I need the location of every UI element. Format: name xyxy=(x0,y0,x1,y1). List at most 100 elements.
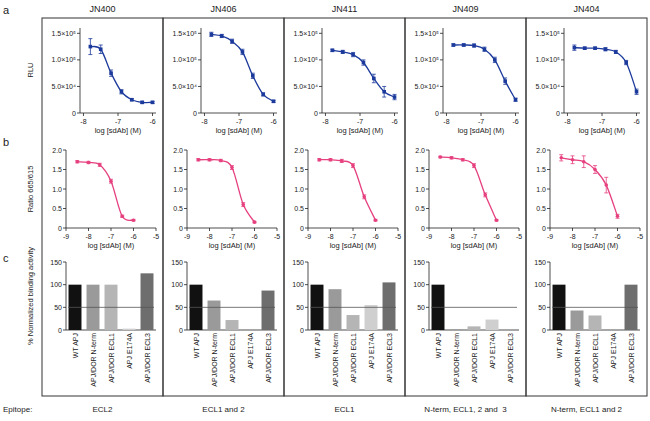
category-label: APJ/DOR N-term xyxy=(211,333,218,387)
x-tick-label: -8 xyxy=(322,118,328,125)
x-tick-label: -8 xyxy=(448,233,454,240)
data-point xyxy=(438,155,442,159)
plot-data xyxy=(209,32,275,103)
y-tick xyxy=(561,33,564,34)
bar xyxy=(208,301,221,330)
category-label: APJ/DOR ECL1 xyxy=(592,333,599,383)
bar xyxy=(486,320,499,330)
data-point xyxy=(351,53,355,57)
x-tick xyxy=(273,113,274,116)
y-tick xyxy=(184,228,187,229)
y-tick xyxy=(305,169,308,170)
x-axis-label: log [sdAb] (M) xyxy=(216,126,263,135)
x-tick xyxy=(640,228,641,231)
y-tick xyxy=(319,113,322,114)
bar xyxy=(468,326,481,330)
x-tick xyxy=(360,113,361,116)
x-tick-label: -8 xyxy=(443,118,449,125)
error-bar xyxy=(571,156,575,164)
x-tick-label: -9 xyxy=(547,233,553,240)
error-bar xyxy=(351,52,355,56)
fit-line xyxy=(211,34,273,101)
x-tick-label: -9 xyxy=(305,233,311,240)
y-tick xyxy=(561,59,564,60)
x-tick-label: -7 xyxy=(108,233,114,240)
data-point xyxy=(341,50,345,54)
x-tick xyxy=(474,228,475,231)
error-bar xyxy=(461,159,465,161)
y-tick xyxy=(561,86,564,87)
data-point xyxy=(241,203,245,207)
category-label: APJ/DOR ECL3 xyxy=(265,333,272,383)
x-axis-label: log [sdAb] (M) xyxy=(209,241,256,250)
y-tick xyxy=(426,284,429,285)
y-tick-label: 1.0×10⁵ xyxy=(535,56,560,63)
y-tick-label: 1.5×10⁵ xyxy=(535,30,560,37)
y-tick-label: 100 xyxy=(50,281,62,288)
y-tick xyxy=(63,228,66,229)
y-tick xyxy=(547,330,550,331)
column-frame xyxy=(284,18,405,396)
panel-label: a xyxy=(3,4,10,16)
x-tick xyxy=(325,113,326,116)
epitope-heading: Epitope: xyxy=(3,405,32,414)
y-tick xyxy=(63,307,66,308)
y-tick-label: 0 xyxy=(300,225,304,232)
data-point xyxy=(109,71,113,75)
data-point xyxy=(604,183,608,187)
x-tick xyxy=(602,113,603,116)
category-label: APJ E174A xyxy=(368,333,375,369)
chart: 050100150% Normalized binding activityWT… xyxy=(26,247,156,387)
error-bar xyxy=(209,32,213,36)
x-tick xyxy=(451,228,452,231)
y-tick-label: 1.5×10⁵ xyxy=(293,30,318,37)
x-tick-label: -6 xyxy=(149,118,155,125)
chart: 00.51.01.52.0Ratio 665/615-9-8-7-6-5log … xyxy=(26,147,159,251)
x-tick xyxy=(617,228,618,231)
error-bar xyxy=(219,159,223,161)
y-tick-label: 1.5×10⁵ xyxy=(51,30,76,37)
column-title: JN409 xyxy=(452,4,478,14)
fit-line xyxy=(453,45,515,100)
y-tick-label: 1.0 xyxy=(173,186,183,193)
x-tick xyxy=(152,113,153,116)
y-tick xyxy=(547,208,550,209)
x-tick xyxy=(83,113,84,116)
y-tick xyxy=(184,262,187,263)
category-label: WT APJ xyxy=(435,333,442,358)
data-point xyxy=(483,193,487,197)
y-tick-label: 0 xyxy=(179,225,183,232)
y-tick xyxy=(63,150,66,151)
y-tick xyxy=(547,189,550,190)
y-axis xyxy=(564,28,565,113)
x-tick-label: -8 xyxy=(206,233,212,240)
y-tick xyxy=(198,33,201,34)
x-tick-label: -6 xyxy=(372,233,378,240)
error-bar xyxy=(87,161,91,163)
y-tick-label: 1.0 xyxy=(52,186,62,193)
error-bar xyxy=(472,44,476,47)
x-tick xyxy=(156,228,157,231)
y-tick-label: 2.0 xyxy=(173,147,183,154)
error-bar xyxy=(120,215,124,217)
x-tick-label: -7 xyxy=(350,233,356,240)
y-tick xyxy=(184,307,187,308)
error-bar xyxy=(582,156,586,168)
y-tick-label: 5.0×10⁴ xyxy=(51,83,76,90)
y-tick xyxy=(547,307,550,308)
y-tick-label: 100 xyxy=(292,281,304,288)
chart: 050100150WT APJAPJ/DOR N-termAPJ/DOR ECL… xyxy=(413,259,519,387)
x-tick xyxy=(595,228,596,231)
y-tick xyxy=(426,228,429,229)
x-axis-label: log [sdAb] (M) xyxy=(579,126,626,135)
error-bar xyxy=(604,177,608,193)
fit-line xyxy=(77,162,133,221)
x-tick-label: -7 xyxy=(229,233,235,240)
category-label: APJ/DOR ECL1 xyxy=(350,333,357,383)
chart: 05.0×10⁴1.0×10⁵1.5×10⁵-8-7-6log [sdAb] (… xyxy=(535,28,640,135)
y-tick-label: 1.5 xyxy=(173,166,183,173)
data-point xyxy=(120,215,124,219)
chart: 05.0×10⁴1.0×10⁵1.5×10⁵-8-7-6log [sdAb] (… xyxy=(414,28,519,135)
data-point xyxy=(382,90,386,94)
chart: 00.51.01.52.0-9-8-7-6-5log [sdAb] (M) xyxy=(294,147,401,251)
